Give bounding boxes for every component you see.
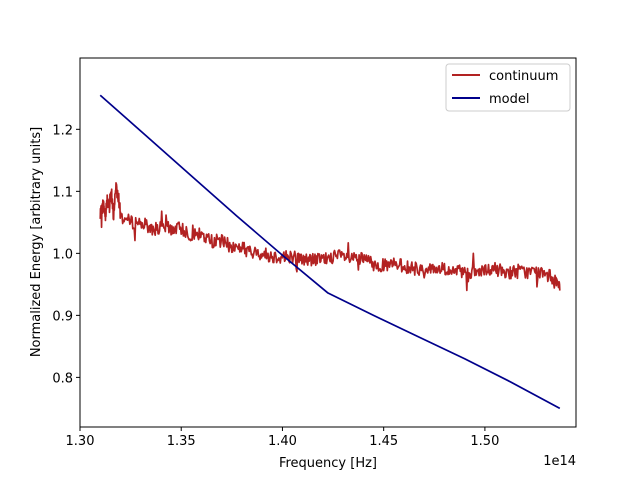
- y-axis-ticks: 0.8 0.9 1.0 1.1 1.2: [52, 123, 80, 386]
- legend: continuum model: [445, 63, 571, 112]
- x-tick-label: 1.30: [66, 434, 95, 449]
- legend-label-continuum: continuum: [489, 69, 558, 84]
- x-tick-label: 1.40: [268, 434, 297, 449]
- x-axis-label: Frequency [Hz]: [279, 456, 377, 471]
- plot-area: [99, 94, 561, 410]
- x-tick-label: 1.45: [369, 434, 398, 449]
- y-axis-label: Normalized Energy [arbitrary units]: [29, 127, 44, 357]
- y-tick-label: 1.2: [52, 123, 73, 138]
- y-tick-label: 0.8: [52, 371, 73, 386]
- y-tick-label: 0.9: [52, 309, 73, 324]
- legend-label-model: model: [489, 92, 529, 107]
- x-tick-label: 1.35: [167, 434, 196, 449]
- y-tick-label: 1.1: [52, 185, 73, 200]
- x-axis-offset-label: 1e14: [543, 454, 576, 469]
- series-line-continuum: [99, 182, 561, 292]
- axes-frame: [79, 57, 577, 428]
- y-tick-label: 1.0: [52, 247, 73, 262]
- x-tick-label: 1.50: [470, 434, 499, 449]
- series-line-model: [99, 94, 561, 410]
- x-axis-ticks: 1.30 1.35 1.40 1.45 1.50: [66, 427, 499, 449]
